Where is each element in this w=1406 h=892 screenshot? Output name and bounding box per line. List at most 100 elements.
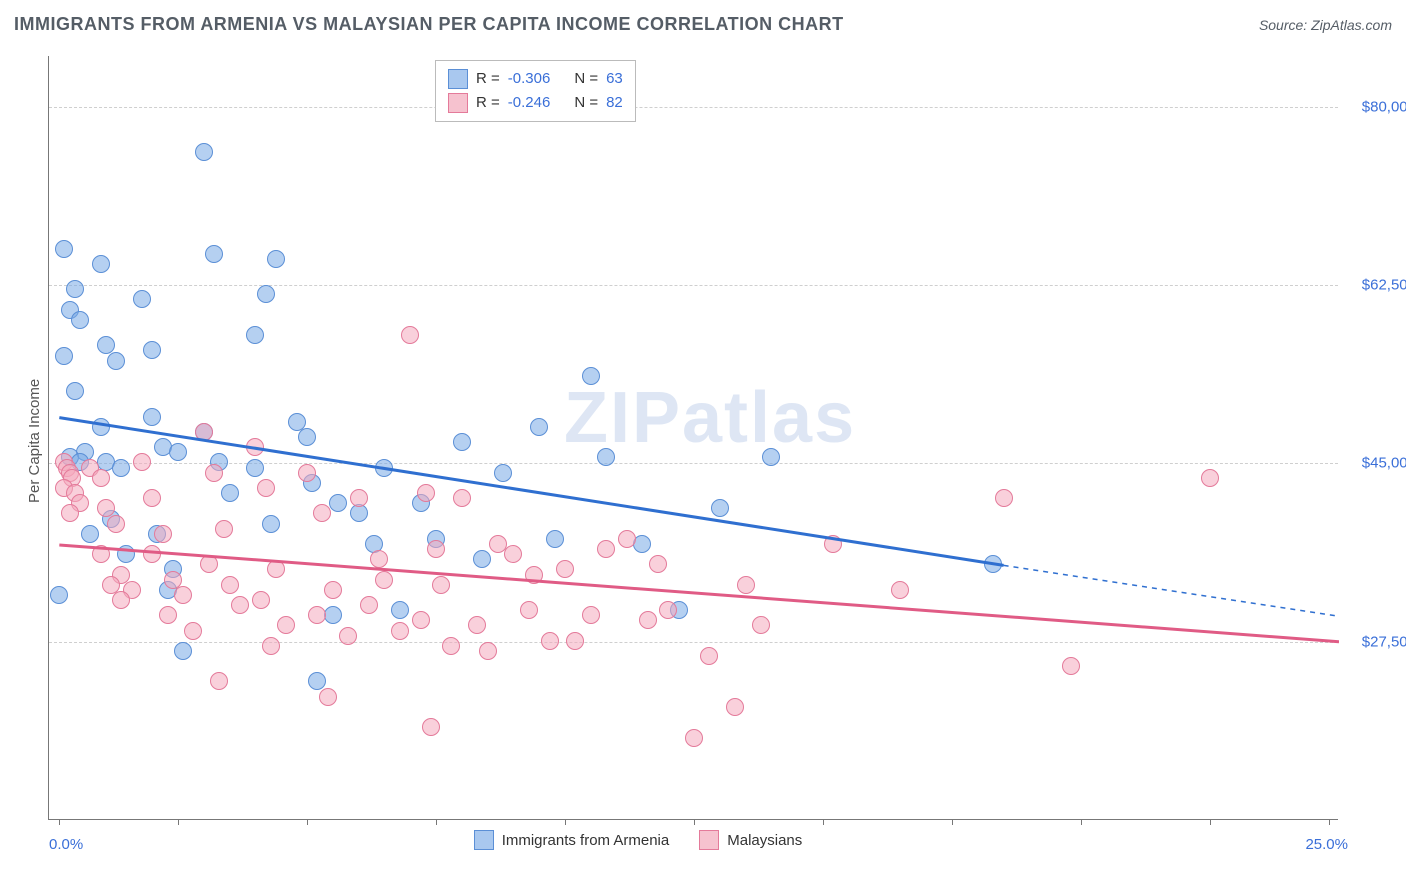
y-tick-label: $27,500 xyxy=(1346,633,1406,650)
x-tick xyxy=(565,819,566,825)
scatter-point-malaysia xyxy=(257,479,275,497)
legend-stat-row: R =-0.246N =82 xyxy=(448,91,623,115)
y-tick-label: $80,000 xyxy=(1346,98,1406,115)
scatter-point-armenia xyxy=(597,448,615,466)
scatter-point-malaysia xyxy=(432,576,450,594)
legend-swatch xyxy=(448,69,468,89)
scatter-point-malaysia xyxy=(154,525,172,543)
scatter-point-armenia xyxy=(329,494,347,512)
scatter-point-malaysia xyxy=(525,566,543,584)
scatter-point-malaysia xyxy=(639,611,657,629)
scatter-point-malaysia xyxy=(92,545,110,563)
scatter-point-armenia xyxy=(530,418,548,436)
scatter-point-armenia xyxy=(633,535,651,553)
r-label: R = xyxy=(476,67,500,91)
x-tick xyxy=(952,819,953,825)
scatter-point-armenia xyxy=(112,459,130,477)
scatter-point-malaysia xyxy=(737,576,755,594)
scatter-point-malaysia xyxy=(752,616,770,634)
scatter-point-malaysia xyxy=(107,515,125,533)
scatter-point-armenia xyxy=(298,428,316,446)
scatter-point-malaysia xyxy=(210,672,228,690)
n-value: 63 xyxy=(606,67,623,91)
scatter-point-armenia xyxy=(453,433,471,451)
scatter-point-malaysia xyxy=(133,453,151,471)
x-min-label: 0.0% xyxy=(49,836,83,853)
scatter-point-armenia xyxy=(92,255,110,273)
scatter-point-malaysia xyxy=(231,596,249,614)
scatter-point-malaysia xyxy=(582,606,600,624)
scatter-point-armenia xyxy=(205,245,223,263)
scatter-point-armenia xyxy=(494,464,512,482)
scatter-point-malaysia xyxy=(159,606,177,624)
scatter-point-armenia xyxy=(473,550,491,568)
scatter-point-malaysia xyxy=(112,591,130,609)
x-tick xyxy=(178,819,179,825)
scatter-point-malaysia xyxy=(262,637,280,655)
scatter-point-armenia xyxy=(221,484,239,502)
x-tick xyxy=(1081,819,1082,825)
scatter-point-malaysia xyxy=(453,489,471,507)
source-label: Source: ZipAtlas.com xyxy=(1259,17,1392,33)
scatter-point-armenia xyxy=(133,290,151,308)
scatter-point-armenia xyxy=(391,601,409,619)
legend-stat-row: R =-0.306N =63 xyxy=(448,67,623,91)
scatter-point-malaysia xyxy=(401,326,419,344)
gridline xyxy=(49,107,1338,108)
scatter-point-malaysia xyxy=(566,632,584,650)
scatter-point-malaysia xyxy=(417,484,435,502)
legend-series: Immigrants from ArmeniaMalaysians xyxy=(474,830,803,850)
scatter-point-malaysia xyxy=(143,545,161,563)
scatter-point-malaysia xyxy=(298,464,316,482)
scatter-point-armenia xyxy=(257,285,275,303)
scatter-point-malaysia xyxy=(468,616,486,634)
scatter-point-malaysia xyxy=(205,464,223,482)
scatter-point-malaysia xyxy=(221,576,239,594)
x-tick xyxy=(59,819,60,825)
n-label: N = xyxy=(574,91,598,115)
scatter-point-armenia xyxy=(582,367,600,385)
scatter-point-malaysia xyxy=(360,596,378,614)
scatter-point-malaysia xyxy=(339,627,357,645)
n-label: N = xyxy=(574,67,598,91)
plot-area: $27,500$45,000$62,500$80,0000.0%25.0% xyxy=(48,56,1338,820)
scatter-point-malaysia xyxy=(700,647,718,665)
scatter-point-malaysia xyxy=(61,504,79,522)
scatter-point-armenia xyxy=(174,642,192,660)
scatter-point-malaysia xyxy=(618,530,636,548)
chart-title: IMMIGRANTS FROM ARMENIA VS MALAYSIAN PER… xyxy=(14,14,844,35)
scatter-point-malaysia xyxy=(319,688,337,706)
x-tick xyxy=(436,819,437,825)
scatter-point-malaysia xyxy=(200,555,218,573)
gridline xyxy=(49,642,1338,643)
scatter-point-malaysia xyxy=(324,581,342,599)
scatter-point-malaysia xyxy=(1062,657,1080,675)
scatter-point-malaysia xyxy=(659,601,677,619)
scatter-point-armenia xyxy=(262,515,280,533)
y-tick-label: $45,000 xyxy=(1346,455,1406,472)
scatter-point-armenia xyxy=(71,311,89,329)
scatter-point-malaysia xyxy=(427,540,445,558)
r-label: R = xyxy=(476,91,500,115)
x-tick xyxy=(1329,819,1330,825)
scatter-point-armenia xyxy=(66,280,84,298)
scatter-point-malaysia xyxy=(215,520,233,538)
scatter-point-malaysia xyxy=(412,611,430,629)
scatter-point-armenia xyxy=(117,545,135,563)
scatter-point-malaysia xyxy=(391,622,409,640)
scatter-point-malaysia xyxy=(422,718,440,736)
scatter-point-malaysia xyxy=(350,489,368,507)
scatter-point-malaysia xyxy=(649,555,667,573)
x-tick xyxy=(694,819,695,825)
scatter-point-armenia xyxy=(143,341,161,359)
legend-item: Immigrants from Armenia xyxy=(474,830,670,850)
scatter-point-malaysia xyxy=(252,591,270,609)
scatter-point-malaysia xyxy=(995,489,1013,507)
scatter-point-armenia xyxy=(246,326,264,344)
scatter-point-armenia xyxy=(762,448,780,466)
legend-stats: R =-0.306N =63R =-0.246N =82 xyxy=(435,60,636,122)
scatter-point-malaysia xyxy=(442,637,460,655)
scatter-point-armenia xyxy=(92,418,110,436)
x-tick xyxy=(307,819,308,825)
scatter-point-armenia xyxy=(195,143,213,161)
